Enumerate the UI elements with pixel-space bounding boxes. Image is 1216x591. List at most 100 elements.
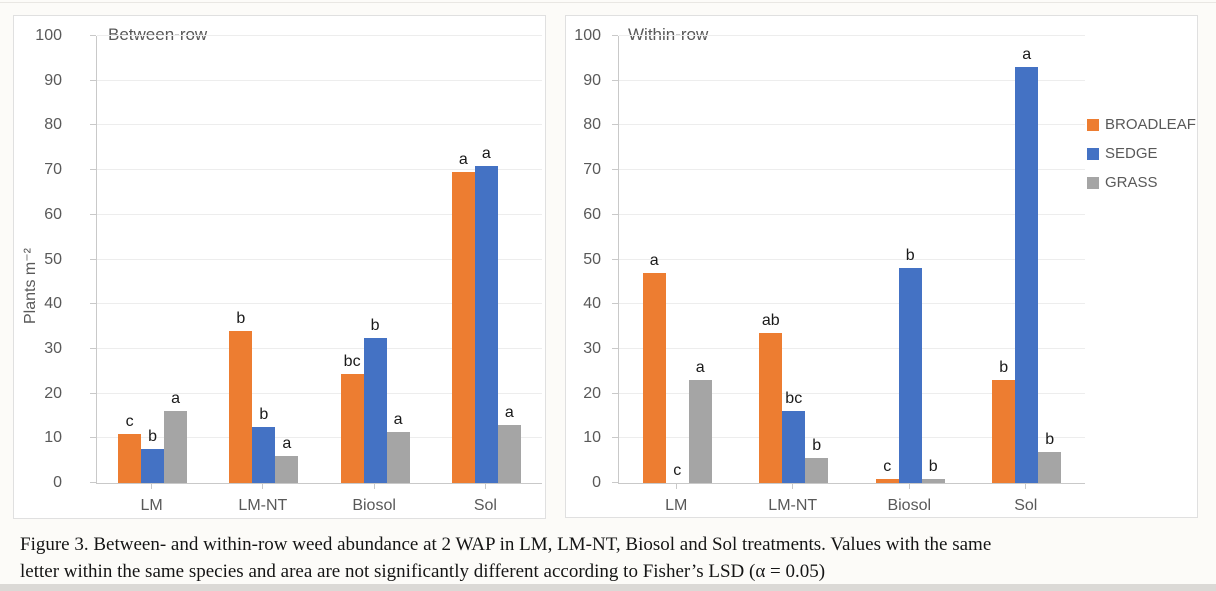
gridline bbox=[619, 437, 1085, 439]
bar-broadleaf bbox=[118, 433, 142, 483]
gridline bbox=[619, 347, 1085, 349]
gridline bbox=[97, 169, 542, 171]
y-tick-mark bbox=[612, 213, 618, 215]
sig-letter: a bbox=[458, 151, 468, 169]
x-tick-cell bbox=[430, 484, 541, 489]
x-axis-ticks bbox=[96, 484, 541, 489]
y-tick-mark bbox=[612, 347, 618, 349]
bar-broadleaf bbox=[875, 478, 899, 483]
bar-slot-broadleaf: c bbox=[118, 36, 142, 483]
bar-cluster: ab bc b bbox=[759, 36, 829, 483]
legend-item-broadleaf: BROADLEAF bbox=[1087, 110, 1196, 139]
sig-letter: c bbox=[125, 412, 134, 430]
gridline bbox=[97, 79, 542, 81]
bar-slot-grass: a bbox=[688, 36, 712, 483]
sig-letter: c bbox=[883, 457, 892, 475]
x-tick-mark bbox=[675, 484, 677, 489]
bar-slot-broadleaf: b bbox=[992, 36, 1016, 483]
y-axis-tick-labels: 0 10 20 30 40 50 60 70 80 90 100 bbox=[566, 28, 601, 491]
bar-slot-broadleaf: ab bbox=[759, 36, 783, 483]
bar-group-biosol: c b b bbox=[852, 36, 969, 483]
x-axis-label: Sol bbox=[1014, 497, 1038, 514]
x-tick-cell bbox=[207, 484, 318, 489]
x-axis-label: LM-NT bbox=[768, 497, 818, 514]
gridline bbox=[97, 35, 542, 36]
y-tick-mark bbox=[612, 35, 618, 36]
y-tick-label: 10 bbox=[583, 429, 601, 447]
legend-label: BROADLEAF bbox=[1105, 116, 1196, 133]
sig-letter: a bbox=[1022, 46, 1032, 64]
y-tick-label: 80 bbox=[44, 116, 62, 134]
x-tick-mark bbox=[262, 484, 264, 489]
bar-slot-grass: a bbox=[164, 36, 188, 483]
gridline bbox=[619, 392, 1085, 394]
x-axis-labels: LM LM-NT Biosol Sol bbox=[96, 497, 541, 515]
gridline bbox=[619, 213, 1085, 215]
y-tick-mark bbox=[90, 347, 96, 349]
bar-grass bbox=[688, 380, 712, 483]
bar-grass bbox=[386, 431, 410, 483]
bar-groups: c b a b b a bc b a a a a bbox=[97, 36, 542, 483]
x-axis-label: Sol bbox=[473, 497, 497, 514]
x-tick-cell bbox=[851, 484, 968, 489]
bar-group-biosol: bc b a bbox=[320, 36, 431, 483]
gridline bbox=[97, 392, 542, 394]
x-tick-mark bbox=[373, 484, 375, 489]
gridline bbox=[97, 213, 542, 215]
bar-slot-broadleaf: c bbox=[875, 36, 899, 483]
x-tick-cell bbox=[319, 484, 430, 489]
bar-broadleaf bbox=[759, 333, 783, 483]
sig-letter: bc bbox=[785, 390, 803, 408]
within-row-chart-panel: Within-row 0 10 20 30 40 50 60 70 80 90 100 a c a ab b… bbox=[565, 15, 1198, 518]
y-tick-mark bbox=[612, 482, 618, 483]
x-tick-cell bbox=[735, 484, 852, 489]
y-tick-mark bbox=[90, 482, 96, 483]
x-tick-cell bbox=[968, 484, 1085, 489]
gridline bbox=[619, 124, 1085, 126]
x-tick-mark bbox=[151, 484, 153, 489]
bar-slot-grass: b bbox=[805, 36, 829, 483]
y-tick-mark bbox=[612, 392, 618, 394]
between-row-chart-panel: Between-row Plants m⁻² 0 10 20 30 40 50 60 70 80… bbox=[13, 15, 546, 519]
y-tick-mark bbox=[612, 303, 618, 305]
gridline bbox=[619, 303, 1085, 305]
x-axis-labels: LM LM-NT Biosol Sol bbox=[618, 497, 1084, 515]
y-tick-label: 10 bbox=[44, 429, 62, 447]
bar-slot-grass: b bbox=[921, 36, 945, 483]
sig-letter: a bbox=[695, 359, 705, 377]
x-axis-label: LM bbox=[140, 497, 163, 514]
legend-item-grass: GRASS bbox=[1087, 168, 1196, 197]
bar-broadleaf bbox=[340, 373, 364, 483]
y-tick-label: 100 bbox=[574, 27, 601, 44]
bar-grass bbox=[805, 458, 829, 483]
y-tick-mark bbox=[90, 258, 96, 260]
bar-slot-sedge: bc bbox=[782, 36, 806, 483]
x-axis-label: LM bbox=[665, 497, 688, 514]
y-tick-label: 70 bbox=[44, 161, 62, 179]
sig-letter: bc bbox=[343, 352, 361, 370]
sig-letter: b bbox=[999, 359, 1009, 377]
gridlines bbox=[90, 35, 542, 483]
x-tick-cell bbox=[96, 484, 207, 489]
y-tick-mark bbox=[90, 169, 96, 171]
y-tick-mark bbox=[612, 79, 618, 81]
bar-broadleaf bbox=[229, 331, 253, 483]
y-tick-label: 90 bbox=[44, 71, 62, 89]
bar-sedge bbox=[898, 268, 922, 483]
y-tick-label: 70 bbox=[583, 161, 601, 179]
y-tick-label: 80 bbox=[583, 116, 601, 134]
bar-sedge bbox=[141, 449, 165, 483]
bar-cluster: bc b a bbox=[340, 36, 410, 483]
bar-slot-sedge: a bbox=[474, 36, 498, 483]
gridline bbox=[619, 169, 1085, 171]
bar-sedge bbox=[782, 411, 806, 483]
sig-letter: a bbox=[504, 403, 514, 421]
bar-sedge bbox=[474, 165, 498, 483]
bar-slot-sedge: b bbox=[141, 36, 165, 483]
sig-letter: b bbox=[928, 457, 938, 475]
y-tick-label: 40 bbox=[44, 295, 62, 313]
window-bottom-edge bbox=[0, 584, 1216, 591]
bar-slot-sedge: a bbox=[1015, 36, 1039, 483]
